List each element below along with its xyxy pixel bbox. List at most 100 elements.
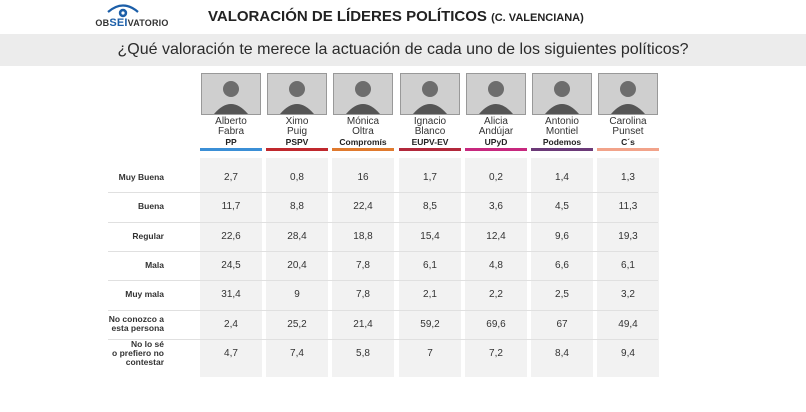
table-cell: 22,6 — [221, 230, 241, 242]
party-color-bar — [399, 148, 461, 151]
party-label: Podemos — [542, 137, 582, 147]
person-icon — [599, 74, 657, 114]
table-cell: 16 — [357, 172, 369, 183]
table-cell: 7 — [427, 347, 433, 359]
candidate-photo — [466, 73, 526, 115]
table-cell: 8,8 — [290, 201, 304, 213]
candidate-name: Alberto Fabra — [215, 116, 247, 137]
row-label: Mala — [145, 259, 164, 270]
candidate-header: Antonio Montiel Podemos — [531, 73, 593, 153]
eye-icon — [107, 4, 139, 18]
row-divider — [108, 221, 658, 223]
table-cell: 21,4 — [353, 318, 373, 330]
row-label: Muy Buena — [118, 172, 164, 182]
candidate-header: Alicia Andújar UPyD — [465, 73, 527, 153]
party-color-bar — [266, 148, 328, 151]
table-cell: 7,8 — [356, 289, 370, 301]
row-divider — [108, 280, 658, 282]
table-cell: 31,4 — [221, 289, 241, 301]
candidate-photo — [400, 73, 460, 115]
logo-wordmark: OBSEIVATORIO — [95, 17, 169, 29]
table-row: Mala 24,5 20,4 7,8 6,1 4,8 6,6 6,1 — [108, 251, 658, 280]
column-background — [266, 158, 328, 377]
party-color-bar — [200, 148, 262, 151]
row-label: No conozco a esta persona — [108, 314, 164, 333]
table-cell: 59,2 — [420, 318, 440, 330]
row-label: Regular — [132, 230, 164, 241]
table-cell: 2,7 — [224, 172, 238, 183]
column-background — [332, 158, 394, 377]
table-cell: 7,2 — [489, 347, 503, 359]
party-label: UPyD — [484, 137, 508, 147]
person-icon — [202, 74, 260, 114]
candidate-name: Ximo Puig — [285, 116, 309, 137]
table-cell: 4,8 — [489, 259, 503, 271]
table-cell: 67 — [556, 318, 568, 330]
party-label: PP — [225, 137, 237, 147]
column-background — [597, 158, 659, 377]
table-cell: 18,8 — [353, 230, 373, 242]
table-row: Muy mala 31,4 9 7,8 2,1 2,2 2,5 3,2 — [108, 280, 658, 309]
table-cell: 7,8 — [356, 259, 370, 271]
candidate-name: Alicia Andújar — [478, 116, 514, 137]
table-cell: 6,6 — [555, 259, 569, 271]
table-cell: 1,7 — [423, 172, 437, 183]
candidate-name: Carolina Punset — [609, 116, 647, 137]
candidate-header: Alberto Fabra PP — [200, 73, 262, 153]
table-cell: 6,1 — [621, 259, 635, 271]
party-color-bar — [332, 148, 394, 151]
row-divider — [108, 192, 658, 194]
table-cell: 4,7 — [224, 347, 238, 359]
candidate-name: Antonio Montiel — [545, 116, 579, 137]
table-cell: 11,7 — [221, 201, 241, 213]
party-label: PSPV — [285, 137, 309, 147]
table-cell: 2,5 — [555, 289, 569, 301]
table-row: Buena 11,7 8,8 22,4 8,5 3,6 4,5 11,3 — [108, 192, 658, 221]
table-row: Regular 22,6 28,4 18,8 15,4 12,4 9,6 19,3 — [108, 222, 658, 251]
candidate-photo — [532, 73, 592, 115]
table-cell: 0,8 — [290, 172, 304, 183]
candidate-header: Ignacio Blanco EUPV-EV — [399, 73, 461, 153]
table-cell: 2,2 — [489, 289, 503, 301]
table-cell: 2,1 — [423, 289, 437, 301]
table-cell: 3,6 — [489, 201, 503, 213]
row-divider — [108, 309, 658, 311]
party-color-bar — [597, 148, 659, 151]
person-icon — [268, 74, 326, 114]
table-cell: 2,4 — [224, 318, 238, 330]
person-icon — [467, 74, 525, 114]
table-cell: 5,8 — [356, 347, 370, 359]
column-background — [200, 158, 262, 377]
candidate-photo — [598, 73, 658, 115]
row-divider — [108, 250, 658, 252]
column-background — [465, 158, 527, 377]
table-cell: 4,5 — [555, 201, 569, 213]
table-cell: 9 — [294, 289, 300, 301]
page-subtitle: (C. VALENCIANA) — [491, 12, 584, 24]
logo: OBSEIVATORIO — [84, 2, 180, 32]
table-row: No lo sé o prefiero no contestar 4,7 7,4 5,8 7… — [108, 339, 658, 368]
column-background — [399, 158, 461, 377]
party-color-bar — [531, 148, 593, 151]
candidate-header: Mónica Oltra Compromís — [332, 73, 394, 153]
table-cell: 20,4 — [287, 259, 307, 271]
candidate-photo — [201, 73, 261, 115]
table-cell: 15,4 — [420, 230, 440, 242]
party-color-bar — [465, 148, 527, 151]
table-cell: 8,5 — [423, 201, 437, 213]
table-cell: 19,3 — [618, 230, 638, 242]
table-cell: 28,4 — [287, 230, 307, 242]
column-background — [531, 158, 593, 377]
table-cell: 8,4 — [555, 347, 569, 359]
table-cell: 9,4 — [621, 347, 635, 359]
person-icon — [533, 74, 591, 114]
table-cell: 0,2 — [489, 172, 503, 183]
table-cell: 6,1 — [423, 259, 437, 271]
candidate-photo — [267, 73, 327, 115]
person-icon — [334, 74, 392, 114]
row-label: No lo sé o prefiero no contestar — [112, 338, 164, 367]
table-cell: 22,4 — [353, 201, 373, 213]
candidate-header: Carolina Punset C´s — [597, 73, 659, 153]
table-row: Muy Buena 2,7 0,8 16 1,7 0,2 1,4 1,3 — [108, 163, 658, 192]
question-bar: ¿Qué valoración te merece la actuación d… — [0, 34, 806, 66]
